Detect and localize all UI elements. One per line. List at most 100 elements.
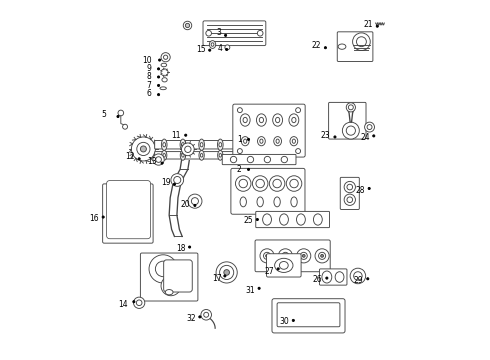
Circle shape — [138, 158, 140, 160]
Circle shape — [368, 188, 370, 189]
Circle shape — [201, 310, 212, 320]
Text: 17: 17 — [212, 274, 221, 283]
FancyBboxPatch shape — [255, 240, 330, 272]
Text: 12: 12 — [125, 152, 135, 161]
Ellipse shape — [280, 214, 289, 225]
Circle shape — [344, 181, 355, 193]
Circle shape — [161, 276, 181, 296]
Circle shape — [224, 34, 227, 36]
FancyBboxPatch shape — [337, 32, 373, 62]
FancyBboxPatch shape — [256, 211, 329, 228]
Circle shape — [347, 197, 353, 203]
Circle shape — [373, 135, 375, 137]
Circle shape — [353, 33, 370, 50]
Circle shape — [206, 30, 212, 36]
Ellipse shape — [290, 136, 298, 146]
Ellipse shape — [200, 154, 203, 157]
Circle shape — [116, 213, 136, 233]
Circle shape — [157, 76, 160, 78]
Circle shape — [266, 255, 269, 257]
Circle shape — [264, 156, 270, 163]
Ellipse shape — [292, 139, 295, 143]
Circle shape — [185, 146, 191, 153]
Text: 21: 21 — [363, 20, 373, 29]
FancyBboxPatch shape — [102, 184, 153, 243]
Circle shape — [260, 249, 274, 263]
Circle shape — [102, 216, 104, 218]
Circle shape — [204, 312, 209, 317]
Ellipse shape — [256, 114, 267, 126]
Ellipse shape — [199, 139, 204, 150]
Ellipse shape — [260, 139, 263, 143]
Ellipse shape — [163, 143, 166, 147]
Circle shape — [296, 249, 311, 263]
Circle shape — [258, 287, 260, 289]
Ellipse shape — [181, 143, 184, 147]
Ellipse shape — [238, 143, 241, 147]
Circle shape — [256, 219, 258, 221]
Circle shape — [365, 122, 374, 132]
Ellipse shape — [218, 139, 223, 150]
Text: 31: 31 — [245, 285, 255, 294]
Text: 9: 9 — [147, 64, 151, 73]
Circle shape — [121, 188, 136, 204]
Circle shape — [256, 179, 265, 188]
Text: 4: 4 — [217, 44, 222, 53]
Circle shape — [137, 142, 150, 156]
Text: 3: 3 — [216, 28, 221, 37]
Ellipse shape — [236, 150, 242, 160]
Circle shape — [141, 146, 147, 152]
Circle shape — [247, 168, 249, 171]
Circle shape — [224, 270, 229, 275]
Circle shape — [174, 176, 181, 184]
Ellipse shape — [180, 139, 186, 150]
Text: 32: 32 — [187, 314, 196, 323]
Circle shape — [292, 319, 294, 321]
FancyBboxPatch shape — [164, 260, 192, 292]
Circle shape — [188, 194, 202, 208]
Circle shape — [318, 252, 326, 259]
Circle shape — [155, 261, 171, 277]
Circle shape — [161, 69, 168, 76]
Ellipse shape — [338, 44, 346, 49]
Ellipse shape — [162, 78, 167, 82]
Ellipse shape — [335, 272, 344, 282]
Circle shape — [236, 176, 251, 191]
Circle shape — [159, 59, 161, 61]
Circle shape — [264, 252, 270, 259]
Circle shape — [225, 48, 228, 50]
Text: 13: 13 — [147, 157, 157, 166]
Circle shape — [225, 45, 230, 50]
Circle shape — [153, 154, 164, 165]
Ellipse shape — [276, 139, 279, 143]
Circle shape — [350, 268, 366, 284]
Ellipse shape — [219, 154, 221, 157]
Ellipse shape — [257, 197, 263, 207]
Circle shape — [220, 265, 234, 279]
Circle shape — [376, 25, 378, 27]
Text: 24: 24 — [361, 133, 370, 142]
Ellipse shape — [274, 258, 293, 273]
Circle shape — [161, 53, 170, 62]
Circle shape — [346, 126, 355, 135]
Ellipse shape — [182, 154, 184, 157]
Circle shape — [115, 183, 142, 209]
Circle shape — [344, 194, 355, 206]
FancyBboxPatch shape — [233, 104, 305, 157]
Circle shape — [238, 108, 243, 113]
Text: 20: 20 — [181, 200, 190, 209]
Ellipse shape — [160, 87, 166, 90]
Circle shape — [238, 149, 243, 153]
Text: 16: 16 — [89, 214, 98, 223]
Text: 29: 29 — [354, 276, 363, 285]
Circle shape — [257, 30, 263, 36]
Ellipse shape — [180, 150, 186, 160]
Circle shape — [230, 156, 237, 163]
FancyBboxPatch shape — [277, 303, 340, 327]
Circle shape — [120, 217, 131, 229]
Circle shape — [343, 122, 359, 139]
Circle shape — [367, 278, 369, 280]
Text: 30: 30 — [279, 317, 289, 326]
Circle shape — [181, 143, 194, 156]
Circle shape — [133, 301, 135, 303]
